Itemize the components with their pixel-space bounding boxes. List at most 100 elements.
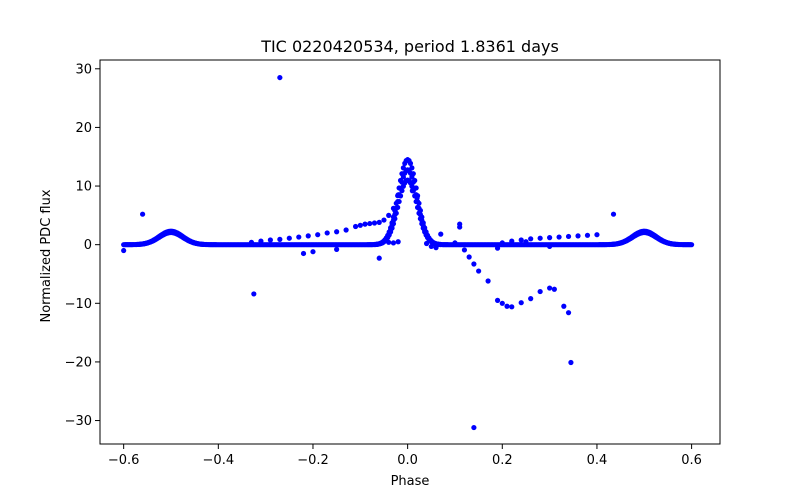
data-point-661 — [523, 239, 529, 245]
data-point-603 — [305, 233, 311, 239]
data-point-621 — [461, 247, 468, 253]
data-point-268 — [392, 216, 398, 222]
data-point-632 — [537, 288, 543, 295]
plot-frame — [99, 59, 721, 445]
data-point-311 — [413, 185, 419, 191]
data-point-636 — [565, 310, 572, 316]
data-point-590 — [610, 211, 617, 217]
data-point-605 — [324, 230, 330, 236]
data-point-623 — [471, 261, 477, 267]
data-point-631 — [528, 296, 534, 302]
data-point-320 — [417, 207, 424, 214]
data-point-274 — [395, 204, 401, 211]
data-point-594 — [376, 255, 382, 261]
data-point-650 — [575, 233, 581, 239]
data-point-660 — [395, 239, 401, 245]
data-point-589 — [140, 211, 146, 217]
data-point-641 — [409, 188, 415, 194]
data-point-647 — [547, 235, 553, 241]
data-point-308 — [412, 177, 418, 184]
data-point-601 — [286, 235, 292, 241]
data-point-613 — [376, 219, 382, 225]
data-point-614 — [381, 217, 387, 223]
data-point-653 — [300, 250, 307, 257]
data-point-596 — [438, 231, 444, 237]
data-point-644 — [518, 237, 524, 243]
data-point-628 — [504, 303, 510, 309]
data-point-607 — [343, 227, 349, 233]
data-point-622 — [466, 254, 472, 260]
data-point-629 — [509, 304, 515, 310]
x-tick-label: 0.4 — [587, 453, 608, 468]
data-point-634 — [551, 286, 557, 292]
y-tick-label: 20 — [75, 121, 92, 136]
data-point-659 — [390, 240, 397, 246]
data-point-595 — [121, 247, 127, 254]
data-point-638 — [428, 243, 434, 250]
data-point-604 — [315, 232, 321, 238]
data-point-610 — [362, 221, 368, 227]
data-point-277 — [396, 198, 402, 205]
data-point-591 — [251, 291, 257, 297]
data-point-620 — [452, 240, 458, 246]
data-point-588 — [277, 74, 283, 81]
data-point-600 — [277, 236, 283, 242]
data-point-646 — [537, 235, 543, 241]
data-point-642 — [499, 240, 505, 246]
data-point-626 — [494, 297, 501, 303]
data-point-627 — [499, 300, 505, 306]
data-point-624 — [476, 268, 482, 274]
data-point-609 — [357, 222, 363, 228]
x-tick-label: −0.2 — [297, 453, 329, 468]
data-point-608 — [352, 223, 359, 230]
data-point-656 — [494, 245, 501, 251]
data-point-262 — [389, 225, 395, 231]
data-point-662 — [547, 243, 553, 250]
data-point-640 — [414, 195, 420, 201]
data-point-597 — [248, 239, 255, 245]
data-point-643 — [509, 238, 515, 244]
y-axis-label: Normalized PDC flux — [39, 189, 54, 322]
data-point-652 — [594, 232, 600, 238]
data-point-587 — [689, 242, 695, 248]
data-point-625 — [485, 278, 491, 284]
y-tick-label: 10 — [75, 180, 92, 195]
data-points — [121, 74, 695, 431]
y-tick-label: −20 — [65, 355, 92, 370]
data-point-598 — [258, 238, 264, 244]
data-point-639 — [423, 240, 430, 247]
data-point-602 — [296, 234, 302, 240]
data-point-612 — [371, 220, 378, 226]
data-point-637 — [433, 245, 439, 251]
data-point-317 — [416, 200, 422, 206]
y-tick-label: 0 — [84, 238, 92, 253]
data-point-649 — [565, 233, 572, 240]
x-tick-label: −0.6 — [108, 453, 140, 468]
x-tick-label: −0.4 — [203, 453, 235, 468]
data-point-299 — [407, 160, 414, 166]
data-point-265 — [390, 221, 397, 227]
data-point-617 — [395, 192, 401, 198]
data-point-635 — [561, 303, 567, 309]
data-point-305 — [410, 171, 416, 177]
axes: −0.6 −0.4 −0.2 0.0 0.2 0.4 0.6 −30 −20 −10 0 10 20 30 — [65, 59, 721, 468]
data-point-599 — [267, 237, 273, 243]
data-point-592 — [471, 424, 477, 431]
y-tick-label: −30 — [65, 414, 92, 429]
data-point-633 — [547, 285, 553, 291]
data-point-619 — [457, 221, 463, 227]
y-tick-label: 30 — [75, 62, 92, 77]
data-point-655 — [334, 246, 340, 252]
x-tick-label: 0.6 — [681, 453, 702, 468]
data-point-271 — [393, 210, 399, 216]
x-tick-label: 0.0 — [397, 453, 418, 468]
x-tick-label: 0.2 — [492, 453, 513, 468]
data-point-302 — [409, 165, 415, 171]
data-point-654 — [310, 249, 316, 255]
data-point-658 — [386, 239, 392, 245]
x-axis-label: Phase — [391, 474, 430, 489]
data-point-651 — [584, 232, 591, 238]
chart-title: TIC 0220420534, period 1.8361 days — [260, 37, 559, 56]
data-point-615 — [386, 212, 392, 218]
